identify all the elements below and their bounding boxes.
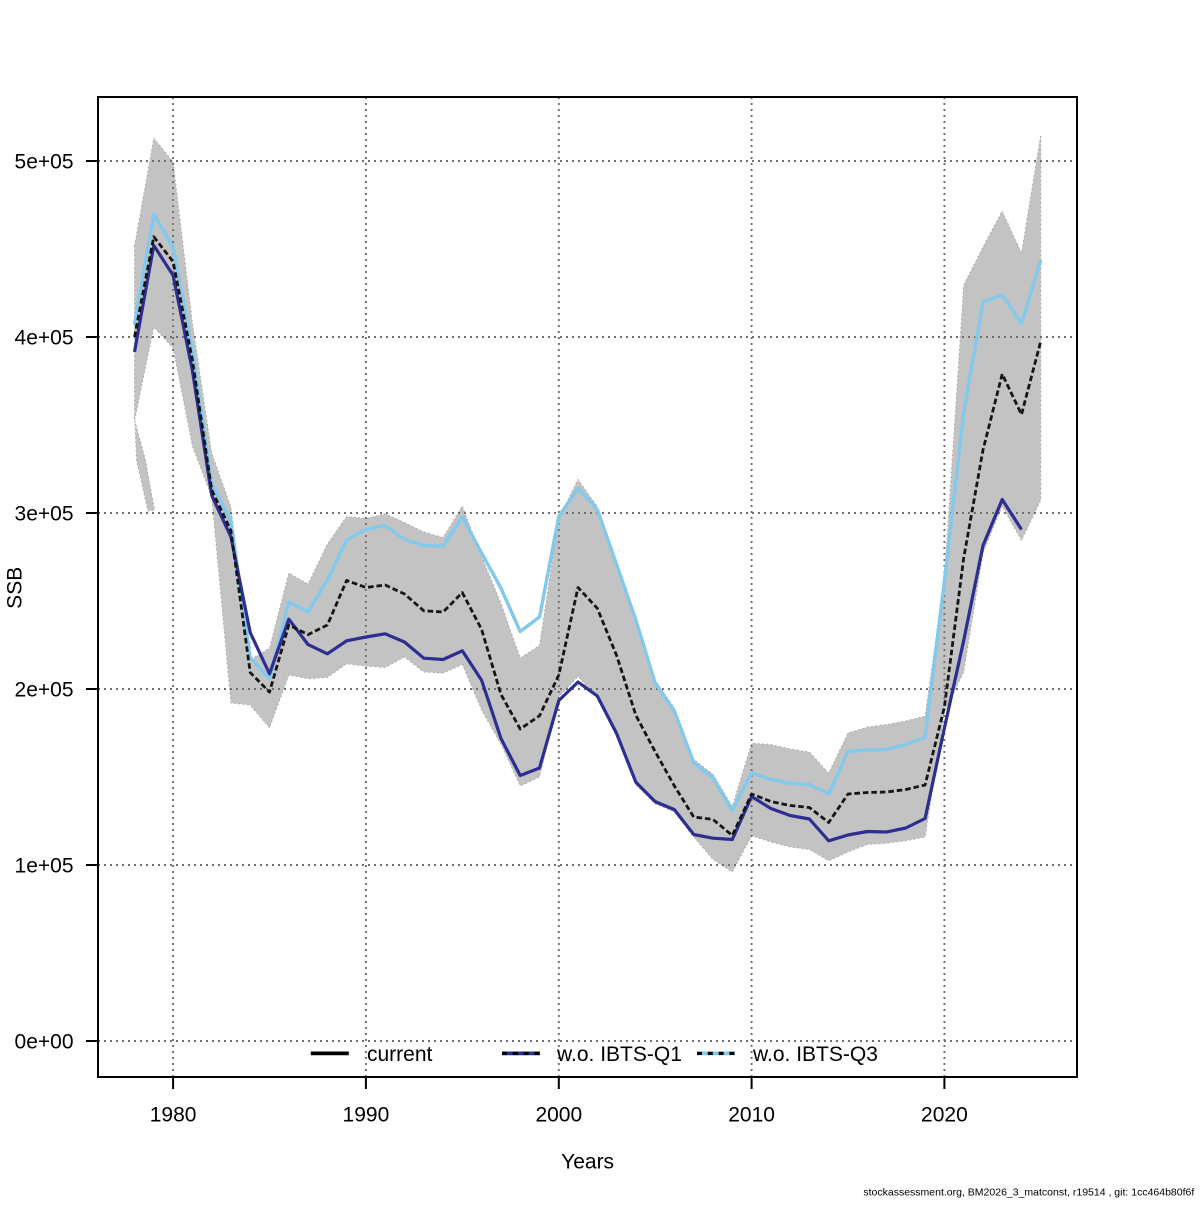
svg-text:5e+05: 5e+05 — [15, 151, 74, 174]
svg-text:2020: 2020 — [921, 1103, 968, 1126]
svg-text:stockassessment.org, BM2026_3_: stockassessment.org, BM2026_3_matconst, … — [863, 1187, 1194, 1199]
svg-text:current: current — [367, 1043, 433, 1066]
svg-text:SSB: SSB — [4, 567, 27, 609]
svg-text:Years: Years — [561, 1151, 614, 1174]
svg-text:4e+05: 4e+05 — [15, 327, 74, 350]
svg-text:w.o. IBTS-Q3: w.o. IBTS-Q3 — [752, 1043, 878, 1066]
svg-text:2010: 2010 — [728, 1103, 775, 1126]
svg-text:2000: 2000 — [535, 1103, 582, 1126]
svg-text:2e+05: 2e+05 — [15, 679, 74, 702]
svg-text:w.o. IBTS-Q1: w.o. IBTS-Q1 — [556, 1043, 682, 1066]
svg-text:1990: 1990 — [343, 1103, 390, 1126]
svg-text:1980: 1980 — [150, 1103, 197, 1126]
svg-text:0e+00: 0e+00 — [15, 1031, 74, 1054]
svg-text:3e+05: 3e+05 — [15, 503, 74, 526]
svg-text:1e+05: 1e+05 — [15, 855, 74, 878]
